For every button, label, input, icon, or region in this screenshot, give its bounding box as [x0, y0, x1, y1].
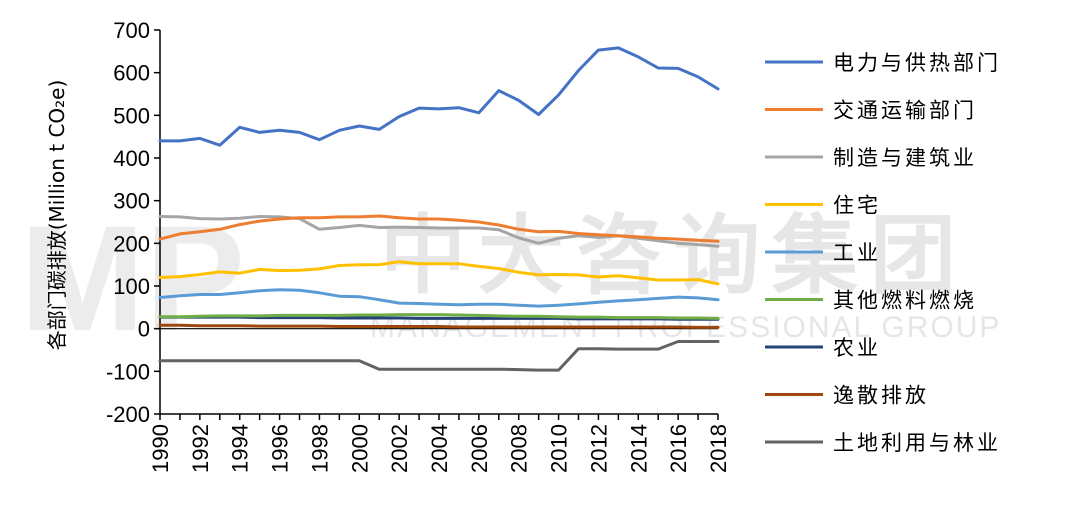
legend-label-8: 逸散排放: [833, 384, 929, 408]
series-line-8: [158, 323, 720, 329]
series-line-1: [158, 46, 720, 147]
x-tick-label: 2012: [586, 424, 611, 473]
legend-label-9: 土地利用与林业: [833, 431, 1001, 455]
axes: -200 -100 0 100 200 300 400 500 600 700 1990 1992 19…: [106, 18, 731, 473]
x-tick-label: 1996: [268, 424, 293, 473]
y-tick-label: 200: [113, 231, 150, 256]
x-tick-label: 2000: [347, 424, 372, 473]
x-tick-label: 2016: [666, 424, 691, 473]
series-line-5: [158, 288, 720, 308]
x-tick-label: 2018: [706, 424, 731, 473]
legend-label-7: 农业: [833, 336, 881, 360]
watermark-logo: MP: [20, 194, 245, 362]
x-tick-label: 2008: [507, 424, 532, 473]
y-tick-label: 400: [113, 146, 150, 171]
legend-label-1: 电力与供热部门: [833, 51, 1001, 75]
y-tick-label: 0: [138, 317, 150, 342]
y-axis-title: 各部门碳排放(Million t CO₂e): [45, 80, 69, 351]
x-tick-label: 1998: [307, 424, 332, 473]
y-tick-label: 700: [113, 18, 150, 43]
x-tick-label: 2006: [467, 424, 492, 473]
y-tick-label: 100: [113, 274, 150, 299]
y-tick-label: -100: [106, 359, 150, 384]
legend-label-4: 住宅: [833, 194, 881, 218]
series-line-4: [158, 260, 720, 286]
series-line-2: [158, 214, 720, 243]
x-tick-label: 2002: [387, 424, 412, 473]
legend-label-3: 制造与建筑业: [833, 146, 977, 170]
y-tick-label: 600: [113, 61, 150, 86]
y-tick-label: 500: [113, 103, 150, 128]
legend-label-6: 其他燃料燃烧: [833, 289, 977, 313]
series-line-6: [158, 313, 720, 320]
x-tick-label: 1990: [148, 424, 173, 473]
y-tick-label: 300: [113, 189, 150, 214]
x-tick-label: 1992: [188, 424, 213, 473]
x-tick-label: 2014: [626, 424, 651, 473]
legend: 电力与供热部门交通运输部门制造与建筑业住宅工业其他燃料燃烧农业逸散排放土地利用与…: [765, 51, 1001, 455]
legend-label-5: 工业: [833, 241, 881, 265]
x-tick-label: 2010: [547, 424, 572, 473]
x-tick-label: 1994: [228, 424, 253, 473]
series-line-9: [158, 340, 720, 372]
legend-label-2: 交通运输部门: [833, 99, 977, 123]
series-layer: [158, 46, 720, 372]
x-tick-label: 2004: [427, 424, 452, 473]
y-tick-label: -200: [106, 402, 150, 427]
